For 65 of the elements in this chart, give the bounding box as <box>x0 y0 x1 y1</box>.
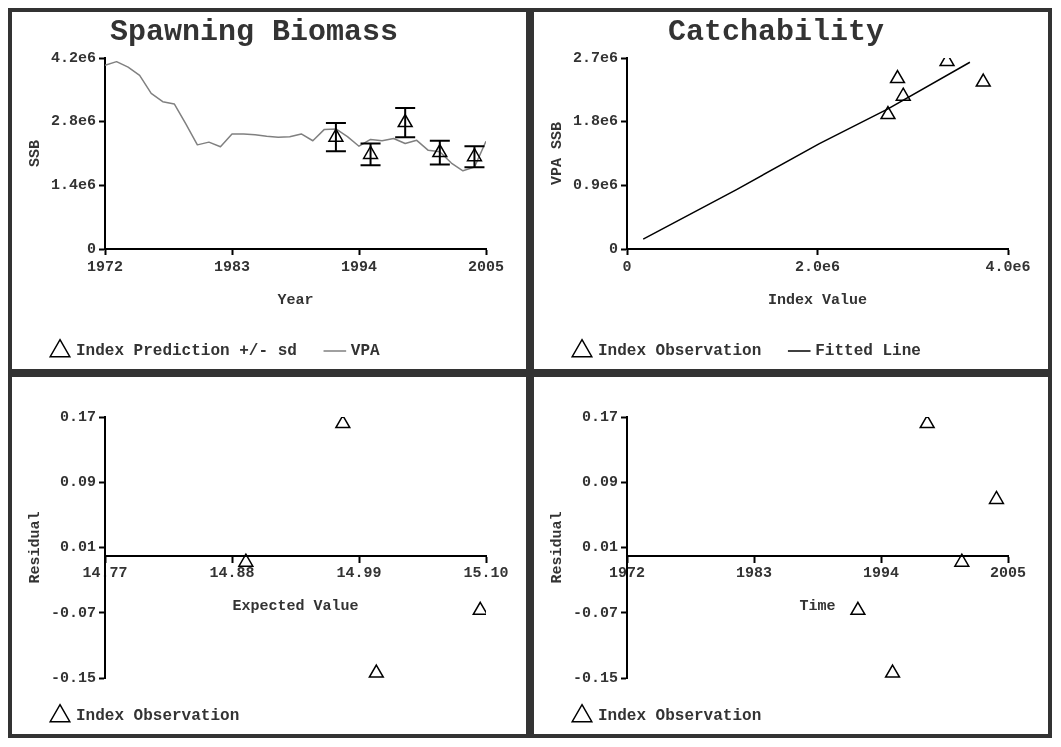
y-tick-label: 0 <box>608 240 619 258</box>
x-tick-label: 1994 <box>862 565 900 583</box>
x-tick-label: 2.0e6 <box>795 258 841 276</box>
point <box>335 417 351 429</box>
x-tick-label: 1983 <box>214 258 251 276</box>
y-tick-label: 0.17 <box>59 408 97 426</box>
point <box>397 113 413 128</box>
point <box>466 147 483 162</box>
point <box>895 87 911 101</box>
y-tick-label: 0.09 <box>581 474 619 492</box>
point <box>328 128 344 142</box>
point <box>889 69 906 84</box>
x-tick-label: 2005 <box>989 565 1027 583</box>
x-tick-label: 1994 <box>340 258 378 276</box>
point <box>472 601 486 616</box>
y-tick-label: 0.01 <box>59 539 97 557</box>
legend-label: Index Prediction +/- sd <box>76 342 297 361</box>
y-tick-label: 0.9e6 <box>572 177 619 195</box>
y-axis-title: VPA SSB <box>548 121 566 186</box>
x-axis-title: Expected Value <box>232 598 359 616</box>
y-tick-label: 0.09 <box>59 474 97 492</box>
point <box>238 553 254 567</box>
legend-label: Index Observation <box>76 707 240 726</box>
y-tick-label: -0.15 <box>572 669 619 687</box>
x-axis-title: Time <box>799 598 836 616</box>
y-tick-label: 1.8e6 <box>572 113 619 131</box>
y-tick-label: 2.7e6 <box>572 49 619 67</box>
y-tick-label: -0.07 <box>572 604 619 622</box>
legend-label: Index Observation <box>598 342 762 361</box>
point <box>954 553 970 567</box>
y-tick-label: 0.17 <box>581 408 619 426</box>
x-tick-label: 14.88 <box>209 565 255 583</box>
point <box>362 145 379 160</box>
y-tick-label: 0 <box>86 240 97 258</box>
point <box>919 417 935 429</box>
y-axis-title: Residual <box>548 511 566 584</box>
legend-label: Index Observation <box>598 707 762 726</box>
x-tick-label: 2005 <box>467 258 505 276</box>
legend-label: VPA <box>350 342 381 361</box>
point <box>988 490 1005 505</box>
point <box>884 664 901 678</box>
y-axis-title: Residual <box>26 511 44 584</box>
y-tick-label: 4.2e6 <box>50 49 97 67</box>
point <box>880 105 896 120</box>
y-tick-label: 1.4e6 <box>50 177 97 195</box>
x-tick-label: 4.0e6 <box>985 258 1031 276</box>
x-tick-label: 0 <box>622 258 632 276</box>
x-tick-label: 1972 <box>87 258 124 276</box>
chart-title: Spawning Biomass <box>109 14 399 49</box>
y-tick-label: 0.01 <box>581 539 619 557</box>
y-tick-label: -0.15 <box>50 669 97 687</box>
point <box>368 664 384 678</box>
chart-title: Catchability <box>667 14 885 49</box>
x-tick-label: 15.10 <box>463 565 509 583</box>
point <box>975 73 991 87</box>
y-axis-title: SSB <box>26 139 44 168</box>
legend-label: Fitted Line <box>815 342 921 361</box>
y-tick-label: -0.07 <box>50 604 97 622</box>
point <box>432 143 448 158</box>
x-tick-label: 14.99 <box>336 565 382 583</box>
x-axis-title: Year <box>277 291 314 309</box>
x-tick-label: 1983 <box>736 565 773 583</box>
point <box>850 601 866 616</box>
y-tick-label: 2.8e6 <box>50 113 97 131</box>
x-axis-title: Index Value <box>767 291 868 309</box>
